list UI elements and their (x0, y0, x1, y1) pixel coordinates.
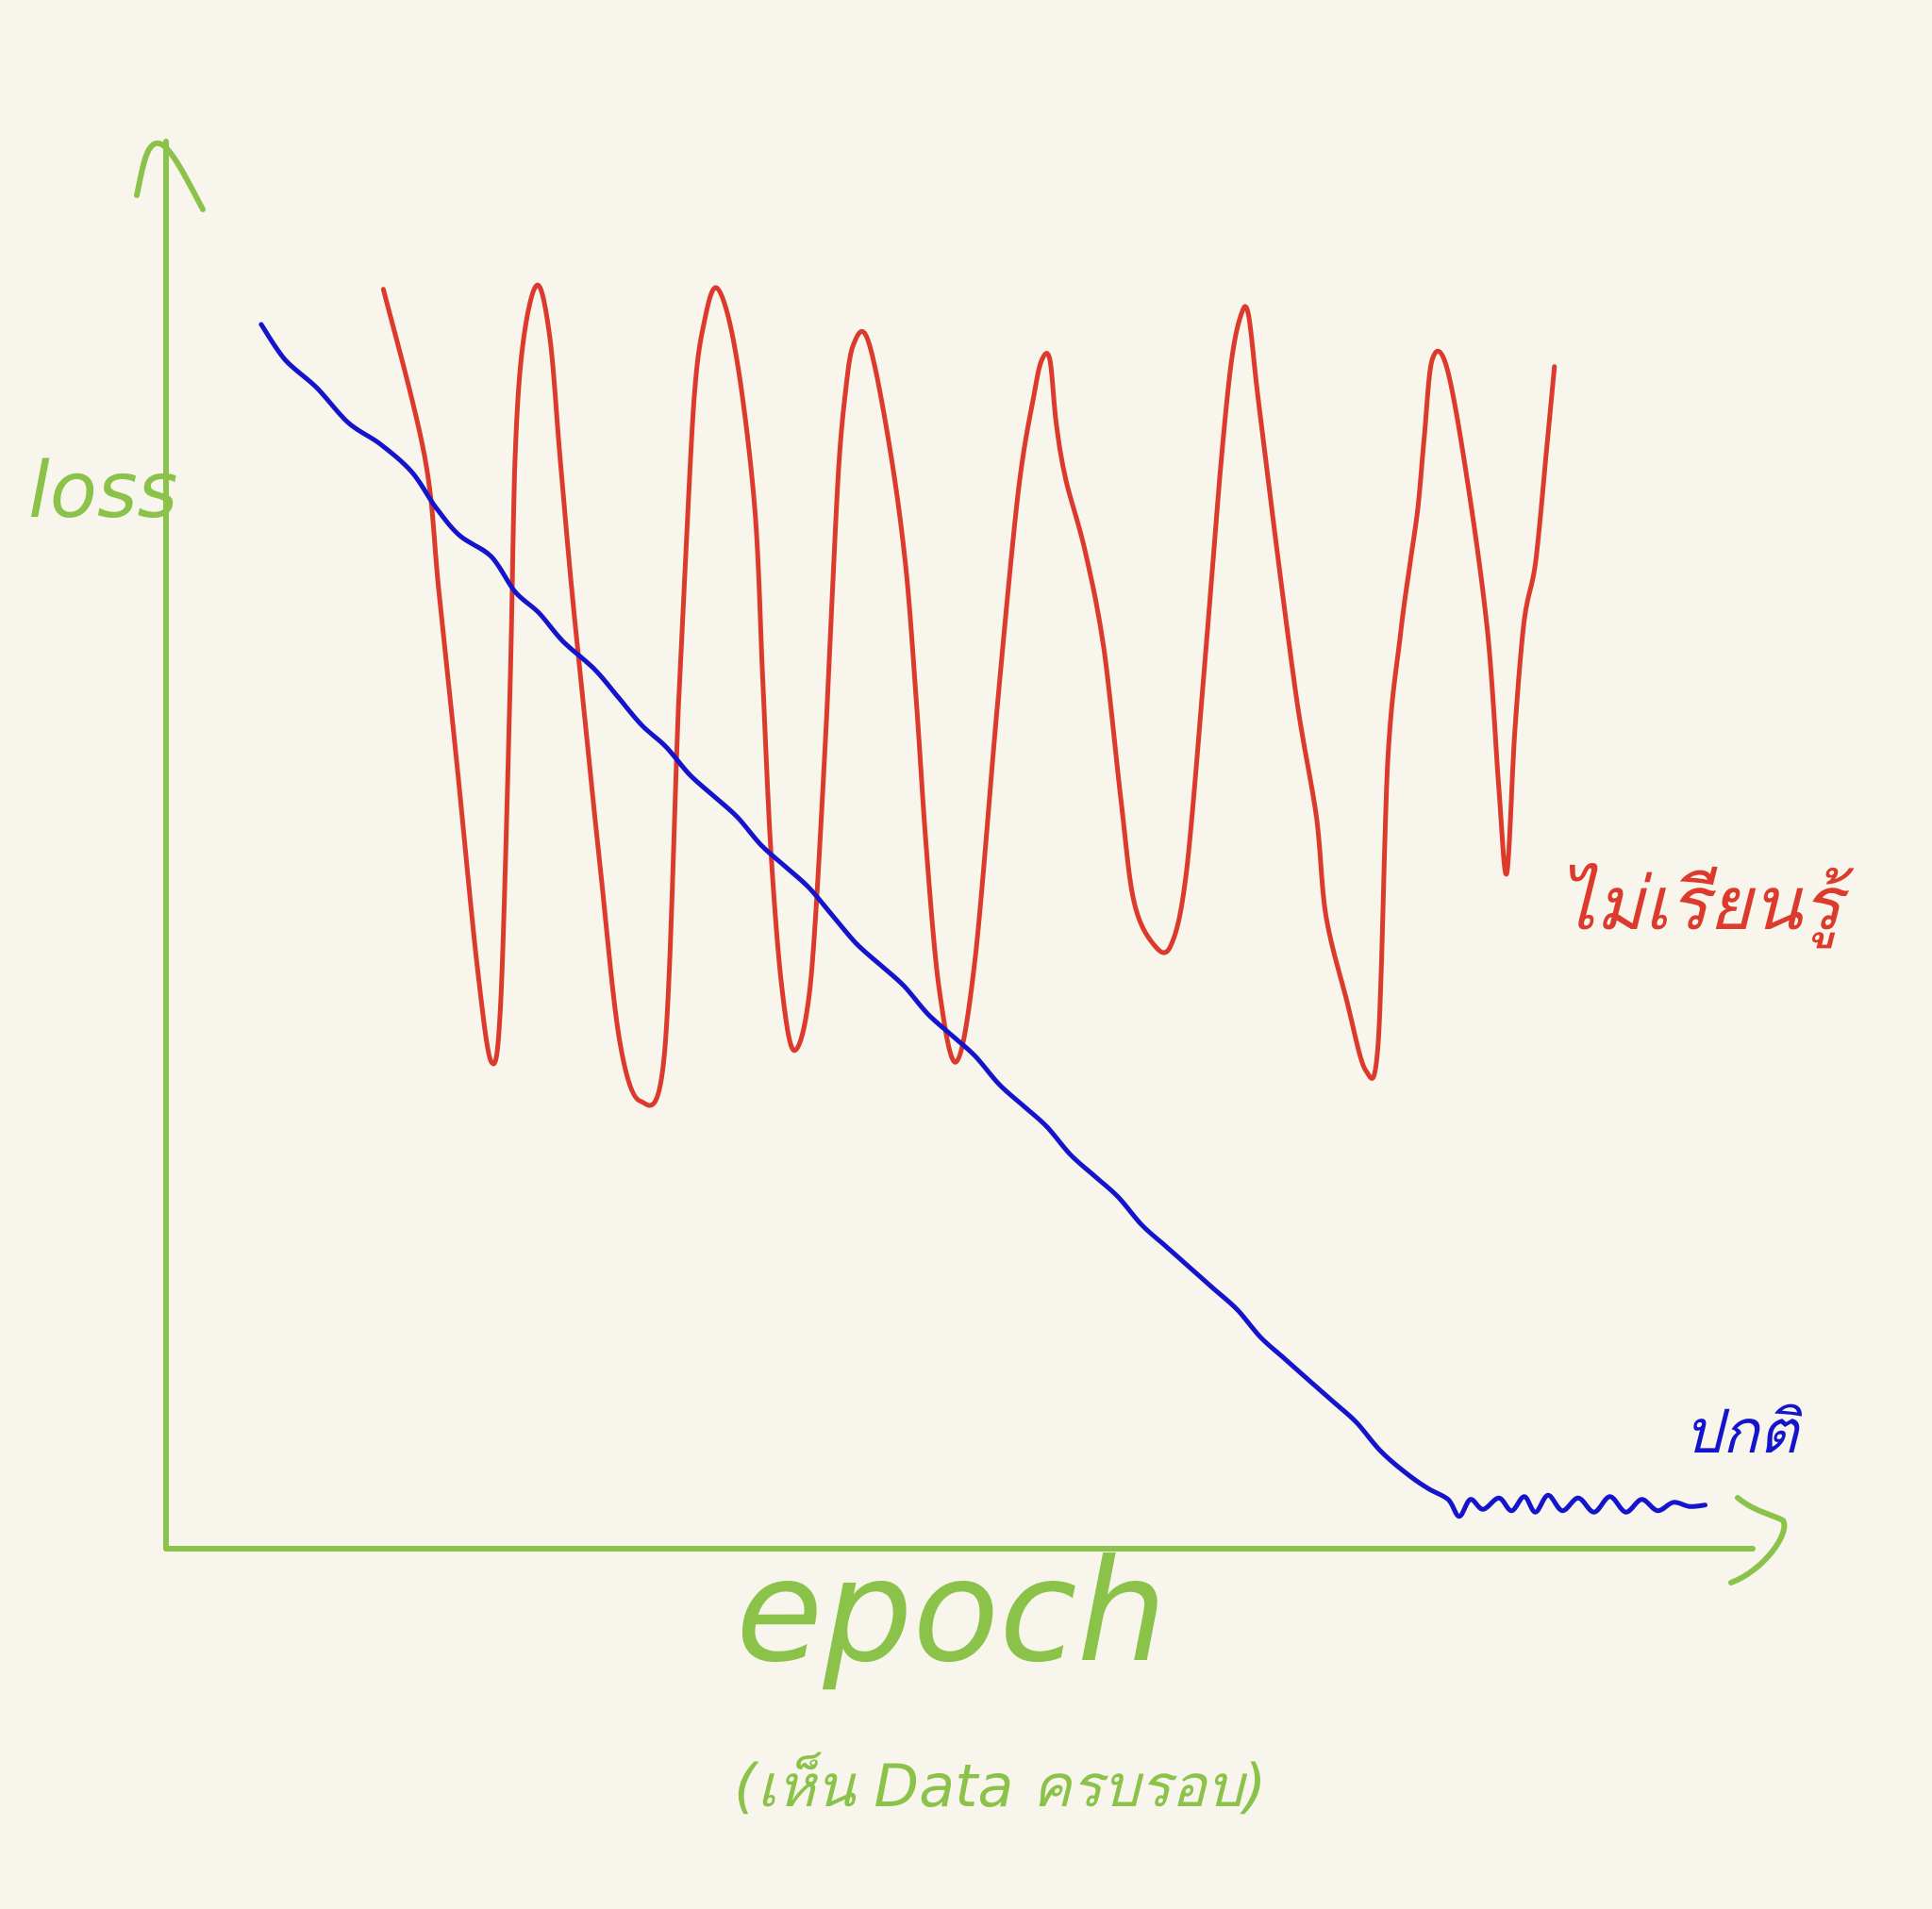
x-axis-note: (เห็น Data ครบรอบ) (734, 1751, 1266, 1820)
series-label-red: ไม่เรียนรู้ (1558, 862, 1855, 949)
x-axis-label: epoch (736, 1530, 1167, 1694)
series-line-red (380, 282, 1557, 1108)
series-line-blue (258, 322, 1707, 1519)
x-axis (163, 1495, 1788, 1585)
y-axis (134, 139, 206, 1552)
series-label-blue: ปกติ (1684, 1398, 1803, 1468)
y-axis-label: loss (28, 446, 177, 536)
x-axis-arrow-head (1728, 1495, 1788, 1585)
series-layer (258, 282, 1707, 1519)
y-axis-arrow-head (134, 141, 206, 212)
